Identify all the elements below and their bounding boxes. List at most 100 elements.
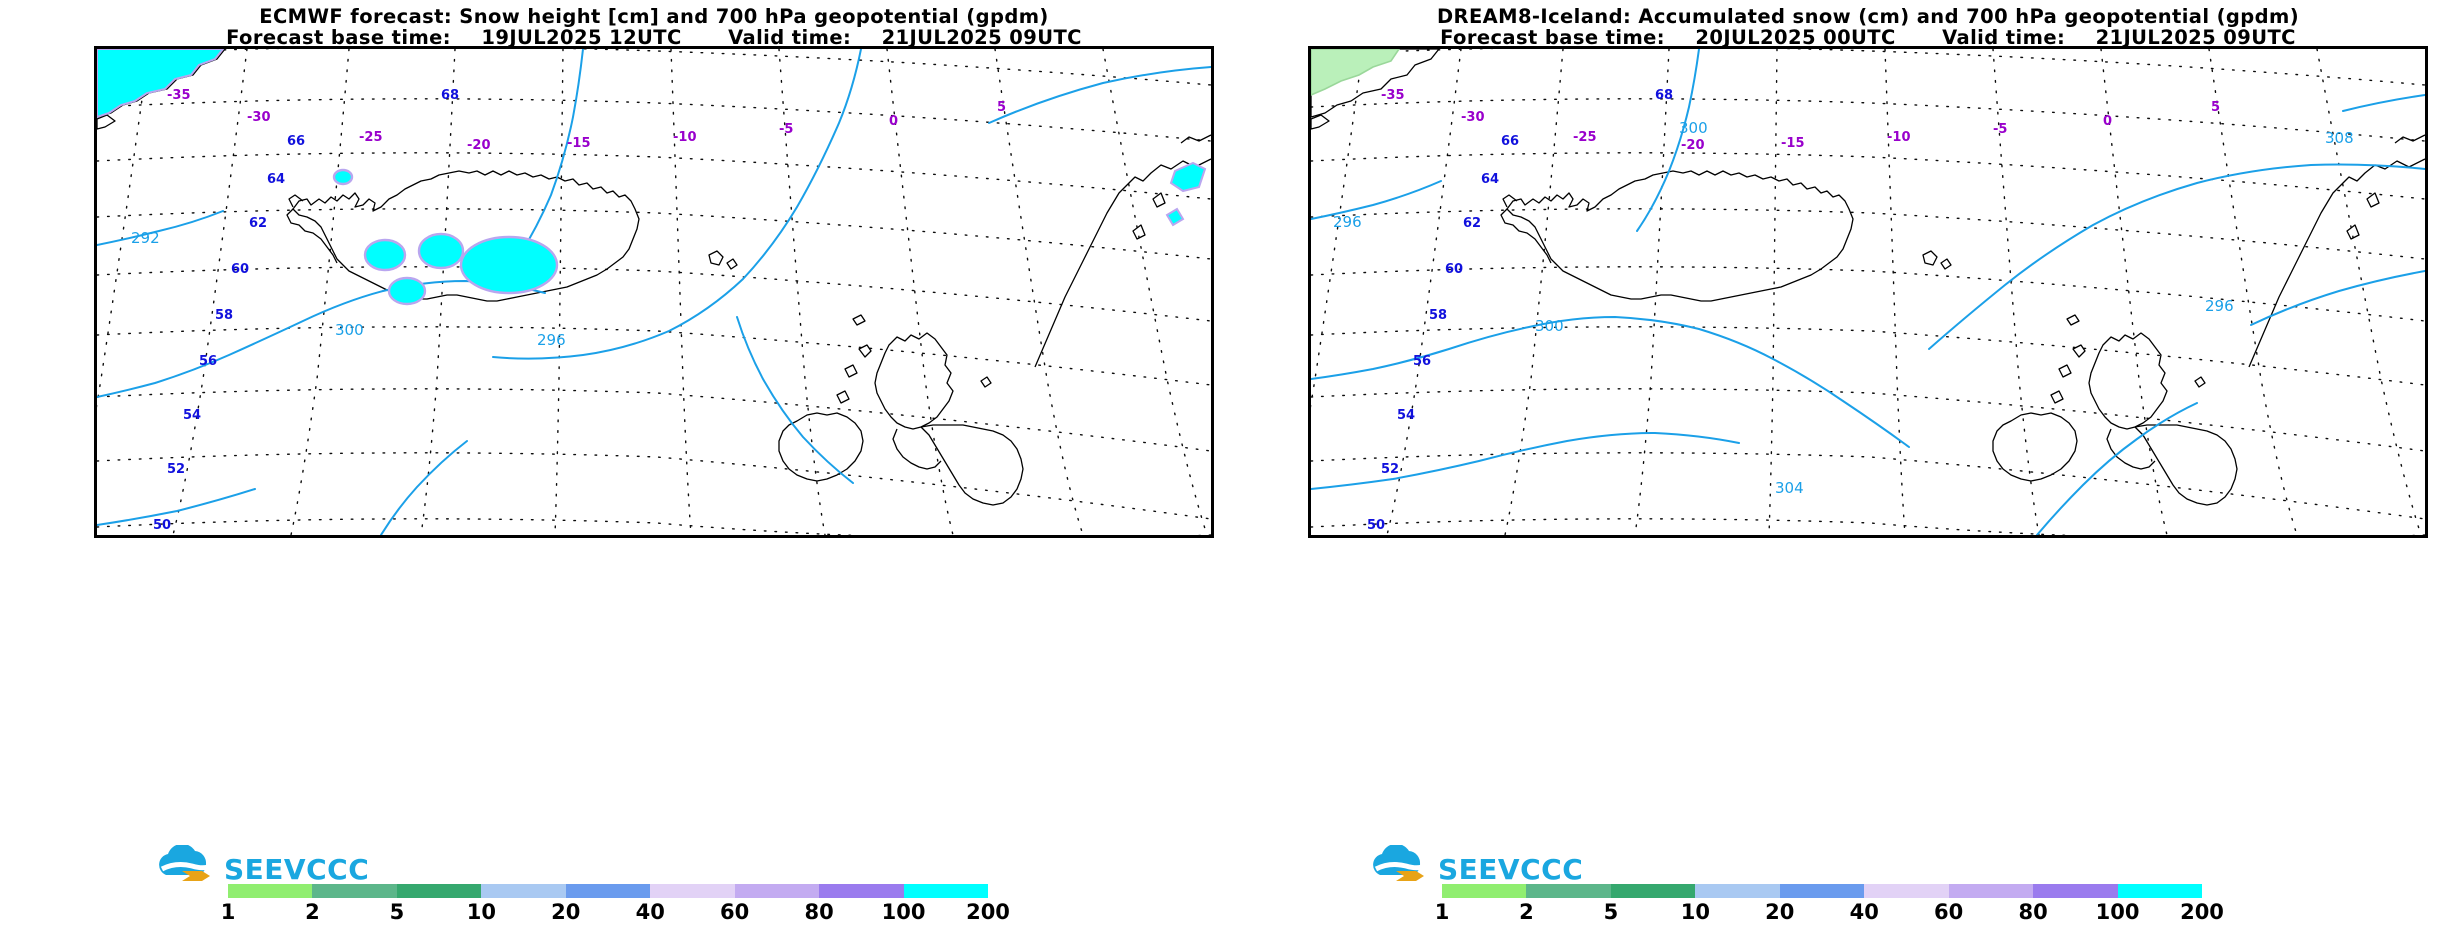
colorbar-label-10: 10 (1680, 900, 1710, 924)
coastlines (1311, 49, 2425, 506)
map-dream8[interactable]: 296 308 300 300 296 304 -35 -30 -25 (1308, 46, 2428, 538)
colorbar-label-40: 40 (1849, 900, 1879, 924)
geo-label-300b: 300 (1535, 317, 1564, 335)
colorbar-label-1: 1 (220, 900, 236, 924)
lon-label: -10 (673, 130, 697, 145)
colorbar-band-6 (1948, 884, 2034, 898)
base-time-label: Forecast base time: (226, 26, 451, 49)
lat-label: 52 (167, 462, 185, 477)
seevccc-logo-graphic: SEEVCCC (1373, 845, 1583, 886)
lat-label: 66 (287, 134, 305, 149)
geopotential-contours (97, 49, 1211, 535)
lat-label: 56 (199, 354, 217, 369)
colorbar-label-2: 2 (1519, 900, 1534, 924)
lat-label: 68 (1655, 88, 1673, 103)
colorbar-label-100: 100 (2095, 900, 2140, 924)
colorbar-labels-left: 1 2 5 10 20 40 60 80 100 200 (220, 900, 1020, 924)
geopotential-labels: 292 296 300 (131, 229, 566, 349)
colorbar-band-8 (2117, 884, 2202, 898)
colorbar-band-1 (1526, 884, 1611, 898)
longitude-labels: -35 -30 -25 -20 -15 -10 -5 0 5 (167, 88, 1006, 153)
lon-label: -30 (247, 110, 271, 125)
colorbar-label-2: 2 (305, 900, 320, 924)
colorbar-band-5 (1864, 884, 1949, 898)
panel-dream8-header: DREAM8-Iceland: Accumulated snow (cm) an… (1308, 6, 2428, 48)
colorbar-label-100: 100 (881, 900, 926, 924)
geopotential-contours (1311, 49, 2425, 535)
colorbar-band-7 (819, 884, 904, 898)
lat-label: 64 (1481, 172, 1499, 187)
geo-label-300a: 300 (1679, 119, 1708, 137)
valid-time-value: 21JUL2025 09UTC (2095, 26, 2296, 49)
colorbar-label-1: 1 (1434, 900, 1450, 924)
lat-label: 64 (267, 172, 285, 187)
colorbar-label-200: 200 (966, 900, 1010, 924)
graticule (97, 49, 1211, 535)
map-ecmwf-canvas: 292 296 300 (97, 49, 1211, 535)
lon-label: 0 (889, 114, 898, 129)
panel-ecmwf-subtitle: Forecast base time: 19JUL2025 12UTC Vali… (94, 27, 1214, 48)
colorbar-band-3 (481, 884, 566, 898)
colorbar-label-80: 80 (2018, 900, 2048, 924)
colorbar-label-200: 200 (2180, 900, 2224, 924)
lat-label: 58 (215, 308, 233, 323)
lat-label: 58 (1429, 308, 1447, 323)
map-ecmwf[interactable]: 292 296 300 (94, 46, 1214, 538)
lon-label: -25 (1573, 130, 1597, 145)
arrow-icon (182, 871, 210, 881)
lon-label: -15 (1781, 136, 1805, 151)
colorbar-label-60: 60 (720, 900, 750, 924)
cloud-icon (159, 845, 209, 876)
colorbar-bands-right (1442, 884, 2202, 898)
colorbar-right: 1 2 5 10 20 40 60 80 100 200 (1434, 884, 2234, 924)
valid-time-value: 21JUL2025 09UTC (881, 26, 1082, 49)
lat-label: 56 (1413, 354, 1431, 369)
lat-label: 54 (183, 408, 201, 423)
colorbar-band-2 (396, 884, 482, 898)
geo-label-296b: 296 (2205, 297, 2234, 315)
colorbar-label-5: 5 (1603, 900, 1619, 924)
lat-label: 50 (1367, 518, 1385, 533)
latitude-labels: 50 52 54 56 58 60 62 64 66 68 (1367, 88, 1673, 533)
colorbar-label-10: 10 (466, 900, 496, 924)
colorbar-label-20: 20 (1765, 900, 1795, 924)
geo-label-292: 292 (131, 229, 160, 247)
colorbar-label-40: 40 (635, 900, 665, 924)
lat-label: 62 (249, 216, 267, 231)
base-time-value: 19JUL2025 12UTC (481, 26, 682, 49)
geo-label-300: 300 (335, 321, 364, 339)
base-time-value: 20JUL2025 00UTC (1695, 26, 1896, 49)
geo-label-296a: 296 (537, 331, 566, 349)
colorbar-label-60: 60 (1934, 900, 1964, 924)
lat-label: 52 (1381, 462, 1399, 477)
lon-label: -10 (1887, 130, 1911, 145)
colorbar-band-1 (312, 884, 397, 898)
panel-dream8-title: DREAM8-Iceland: Accumulated snow (cm) an… (1436, 5, 2300, 28)
colorbar-band-7 (2033, 884, 2118, 898)
lat-label: 68 (441, 88, 459, 103)
cloud-icon (1373, 845, 1423, 876)
colorbar-band-4 (1779, 884, 1865, 898)
panel-ecmwf: ECMWF forecast: Snow height [cm] and 700… (8, 0, 1223, 925)
lon-label: -25 (359, 130, 383, 145)
colorbar-band-4 (565, 884, 651, 898)
geo-label-304: 304 (1775, 479, 1804, 497)
panel-ecmwf-title: ECMWF forecast: Snow height [cm] and 700… (259, 5, 1049, 28)
lat-label: 62 (1463, 216, 1481, 231)
lon-label: -35 (1381, 88, 1405, 103)
colorbar-label-20: 20 (551, 900, 581, 924)
colorbar-band-5 (650, 884, 735, 898)
colorbar-label-5: 5 (389, 900, 405, 924)
seevccc-logo-graphic: SEEVCCC (159, 845, 369, 886)
map-dream8-canvas: 296 308 300 300 296 304 -35 -30 -25 (1311, 49, 2425, 535)
lat-label: 50 (153, 518, 171, 533)
panel-dream8-subtitle: Forecast base time: 20JUL2025 00UTC Vali… (1308, 27, 2428, 48)
valid-time-label: Valid time: (728, 26, 852, 49)
lon-label: 5 (2211, 100, 2220, 115)
geo-label-296a: 296 (1333, 213, 1362, 231)
lon-label: -15 (567, 136, 591, 151)
graticule (1311, 49, 2425, 535)
colorbar-band-0 (1442, 884, 1527, 898)
lon-label: -20 (1681, 138, 1705, 153)
